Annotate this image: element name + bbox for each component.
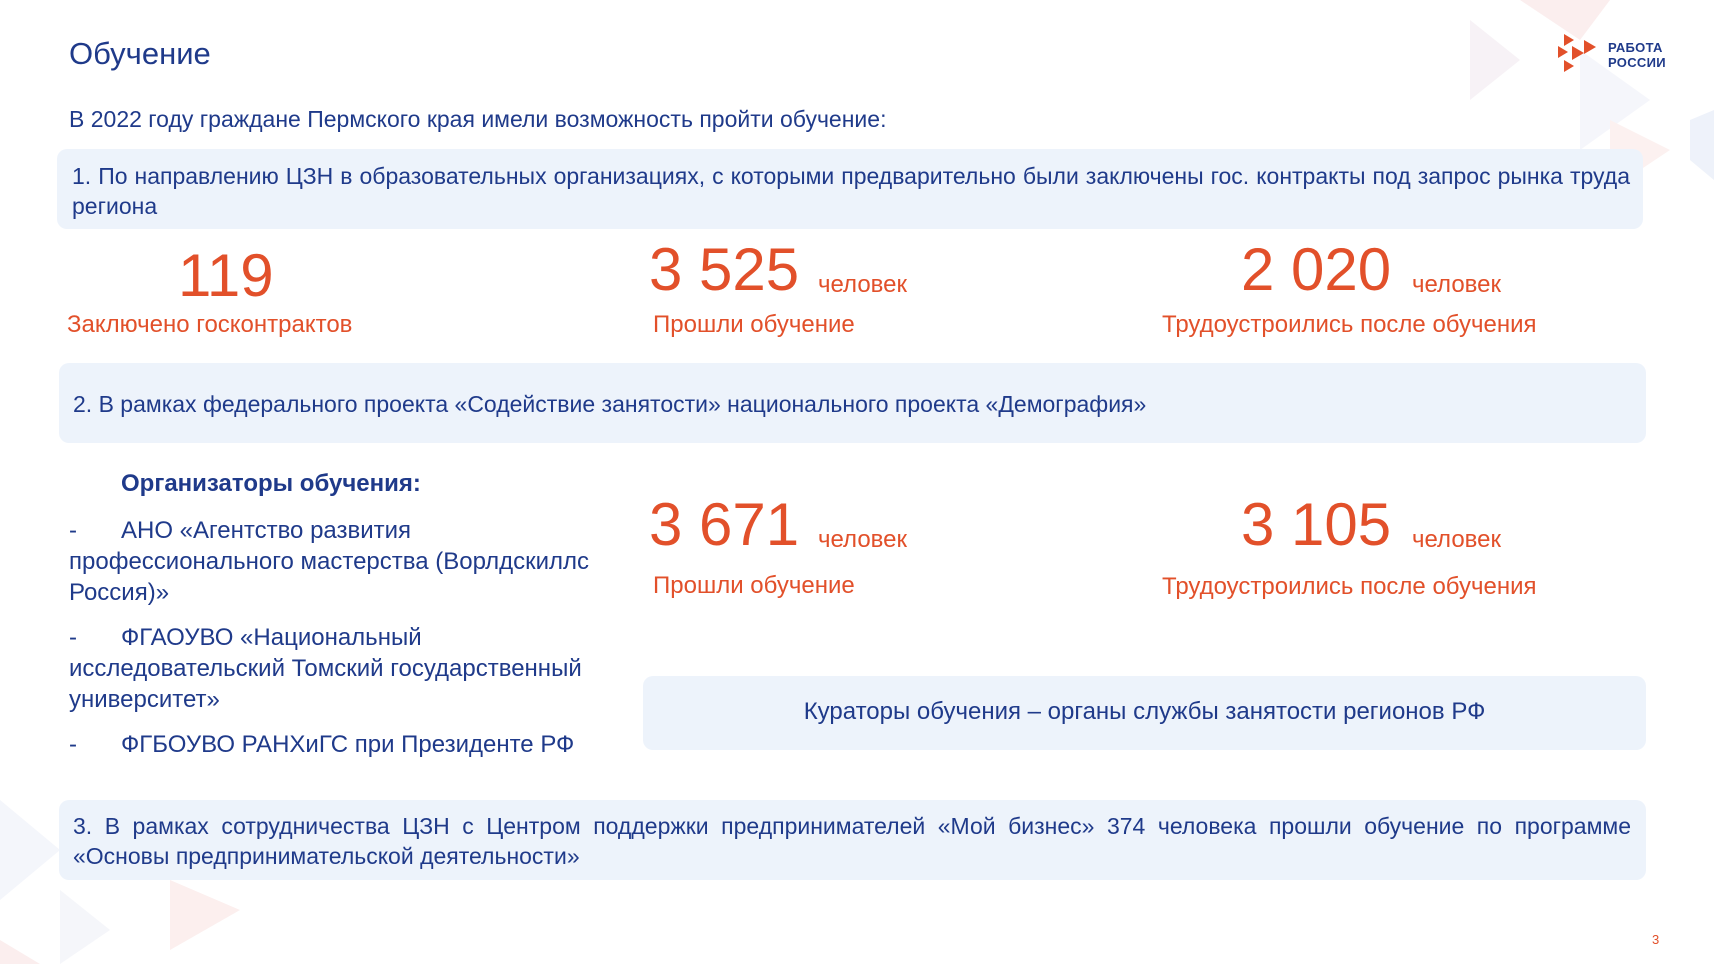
organizer-text: АНО «Агентство развития профессиональног… xyxy=(69,517,590,606)
stat-trained-value: 3 525 xyxy=(649,236,800,303)
section-3-panel xyxy=(59,800,1646,880)
section-1-panel xyxy=(57,149,1643,229)
page-number: 3 xyxy=(1652,932,1660,947)
section-3-text: 3. В рамках сотрудничества ЦЗН с Центром… xyxy=(73,813,1631,869)
curators-panel: Кураторы обучения – органы службы занято… xyxy=(643,676,1646,750)
decorative-triangles-bottom-left xyxy=(0,800,240,964)
organizer-text: ФГАОУВО «Национальный исследовательский … xyxy=(69,624,582,713)
stat-employed-unit: человек xyxy=(1412,271,1502,298)
logo: РАБОТА РОССИИ xyxy=(1558,32,1678,76)
stat-trained-caption: Прошли обучение xyxy=(653,311,855,338)
organizer-text: ФГБОУВО РАНХиГС при Президенте РФ xyxy=(121,731,575,758)
stat-fed-trained-unit: человек xyxy=(818,526,908,553)
section-2-text: 2. В рамках федерального проекта «Содейс… xyxy=(73,391,1147,417)
logo-mark-icon xyxy=(1558,34,1596,72)
stat-fed-trained-value: 3 671 xyxy=(649,491,800,558)
organizer-item: - ФГБОУВО РАНХиГС при Президенте РФ xyxy=(69,729,629,760)
stat-fed-employed-caption: Трудоустроились после обучения xyxy=(1162,573,1537,600)
organizers-heading: Организаторы обучения: xyxy=(121,470,421,497)
stat-fed-trained-caption: Прошли обучение xyxy=(653,572,855,599)
list-dash: - xyxy=(69,517,77,544)
list-dash: - xyxy=(69,731,77,758)
stat-fed-employed-value: 3 105 xyxy=(1241,491,1392,558)
stat-contracts-value: 119 xyxy=(178,242,274,309)
page-title: Обучение xyxy=(69,36,211,71)
logo-text-line1: РАБОТА xyxy=(1608,40,1663,55)
intro-text: В 2022 году граждане Пермского края имел… xyxy=(69,106,887,132)
stat-contracts-caption: Заключено госконтрактов xyxy=(67,311,353,338)
list-dash: - xyxy=(69,624,77,651)
section-2-panel xyxy=(59,363,1646,443)
stat-trained-unit: человек xyxy=(818,271,908,298)
section-1-text: 1. По направлению ЦЗН в образовательных … xyxy=(72,163,1630,219)
organizer-item: - АНО «Агентство развития профессиональн… xyxy=(69,515,629,608)
stat-employed-value: 2 020 xyxy=(1241,236,1392,303)
organizer-item: - ФГАОУВО «Национальный исследовательски… xyxy=(69,622,629,715)
stat-fed-employed-unit: человек xyxy=(1412,526,1502,553)
stat-employed-caption: Трудоустроились после обучения xyxy=(1162,311,1537,338)
logo-text-line2: РОССИИ xyxy=(1608,55,1666,70)
